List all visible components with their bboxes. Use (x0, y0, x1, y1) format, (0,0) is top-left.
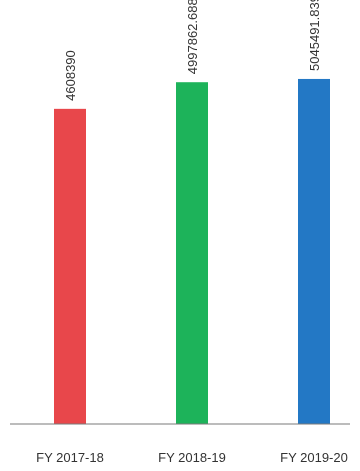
value-label-2: 4997862.688 (185, 0, 200, 74)
bars-group (54, 78, 330, 425)
bar-2 (176, 82, 208, 424)
x-tick-label-1: FY 2017-18 (36, 450, 104, 465)
bar-1 (54, 108, 86, 425)
value-label-3: 5045491.839 (307, 0, 322, 71)
bar-3 (298, 78, 330, 424)
value-label-1: 4608390 (63, 50, 78, 101)
x-tick-labels-group: FY 2017-18 FY 2018-19 FY 2019-20 (36, 450, 348, 465)
x-tick-label-2: FY 2018-19 (158, 450, 226, 465)
x-tick-label-3: FY 2019-20 (280, 450, 348, 465)
value-labels-group: 4608390 4997862.688 5045491.839 (63, 0, 322, 101)
